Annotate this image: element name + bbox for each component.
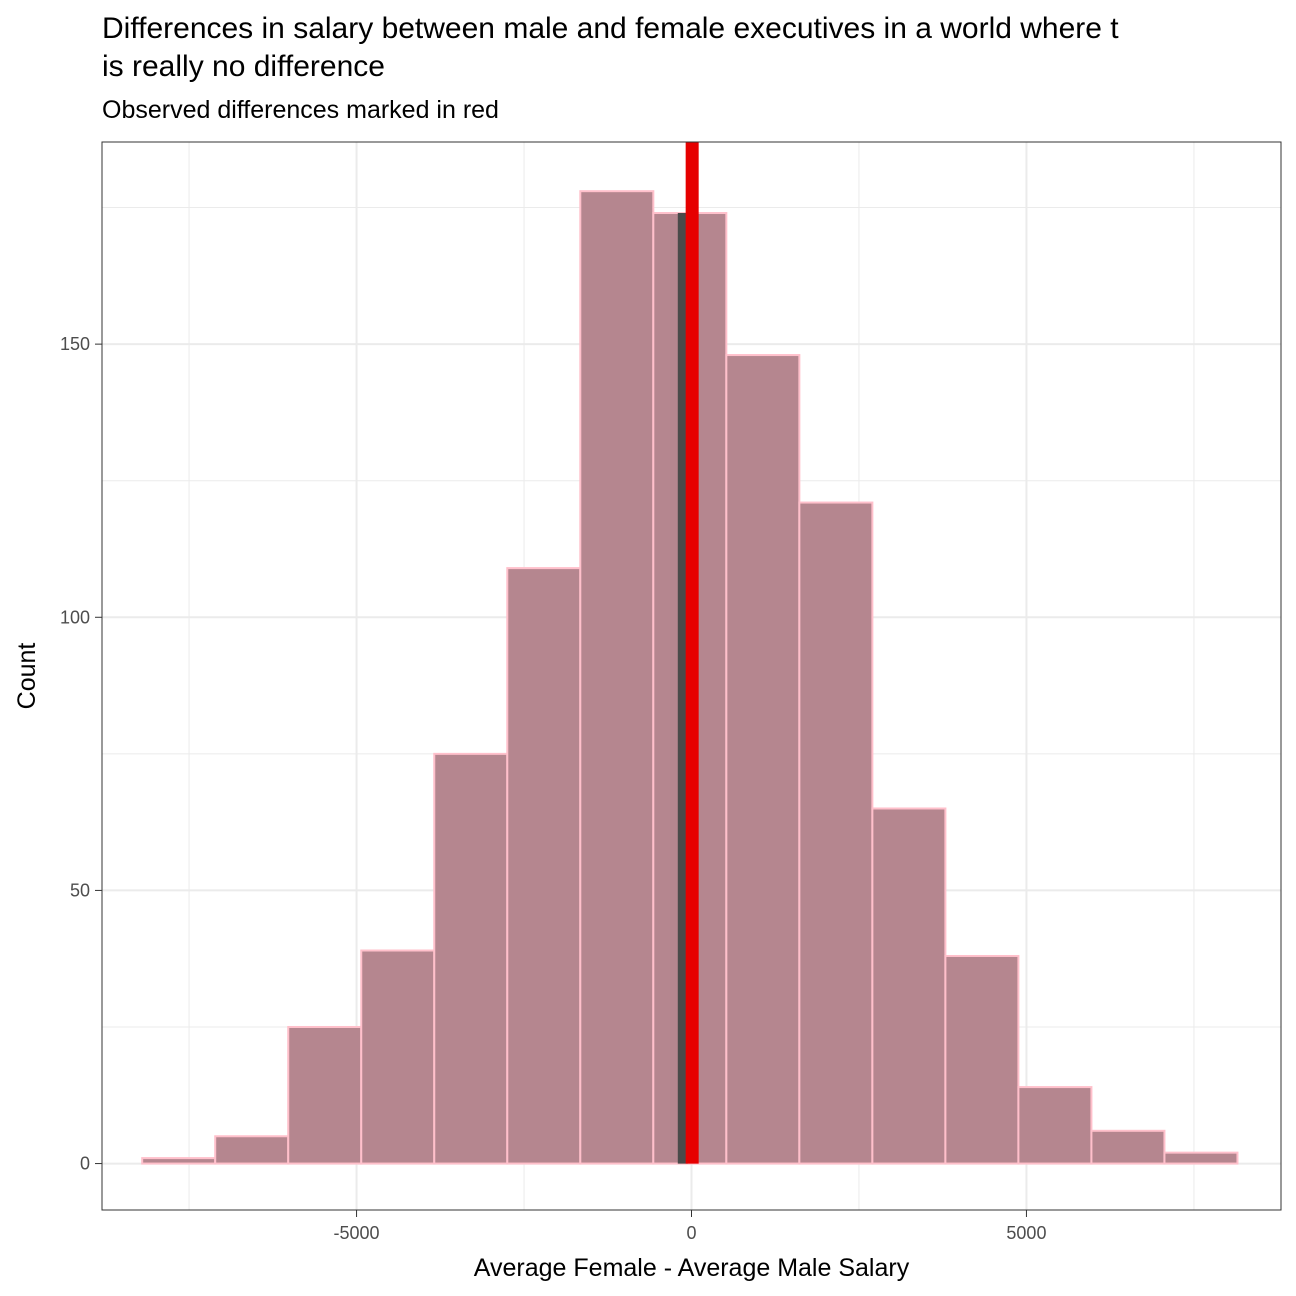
y-tick-label: 100 (60, 607, 90, 627)
chart-title-line-1: Differences in salary between male and f… (102, 12, 1119, 45)
histogram-bar (433, 752, 509, 1165)
histogram-bar (506, 567, 582, 1165)
chart-subtitle: Observed differences marked in red (102, 96, 499, 124)
bars-layer (141, 190, 1239, 1165)
axes-layer: -5000 0 5000 0 50 100 150 (60, 334, 1047, 1243)
y-axis-title: Count (13, 643, 41, 710)
x-tick-label: -5000 (334, 1223, 380, 1243)
y-tick-label: 0 (80, 1154, 90, 1174)
chart-title-line-2: is really no difference (102, 50, 385, 83)
histogram-bar (287, 1025, 363, 1165)
x-tick-label: 0 (686, 1223, 696, 1243)
histogram-bar (579, 190, 655, 1165)
histogram-bar (798, 501, 874, 1165)
histogram-bar (725, 354, 801, 1165)
x-tick-label: 5000 (1006, 1223, 1046, 1243)
histogram-bar (141, 1157, 217, 1165)
histogram-bar (360, 949, 436, 1165)
histogram-bar (871, 807, 947, 1165)
y-tick-label: 50 (70, 880, 90, 900)
histogram-bar (1090, 1129, 1166, 1165)
histogram-bar (1017, 1086, 1093, 1165)
histogram-bar (944, 954, 1020, 1165)
histogram-bar (214, 1135, 290, 1165)
reference-lines-layer (677, 142, 699, 1164)
histogram-bar (1163, 1151, 1239, 1165)
chart-title: Differences in salary between male and f… (102, 10, 1296, 86)
x-axis-title: Average Female - Average Male Salary (474, 1254, 910, 1282)
y-tick-label: 150 (60, 334, 90, 354)
